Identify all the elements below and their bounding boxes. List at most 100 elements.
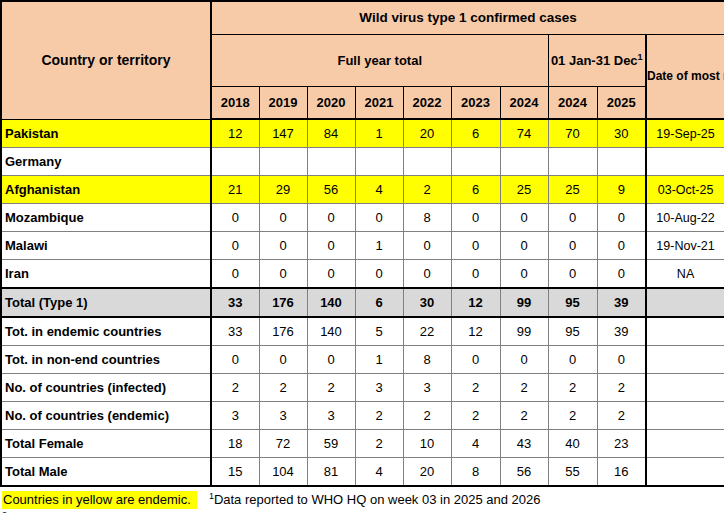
date-cell: 19-Nov-21 xyxy=(646,232,724,260)
date-cell xyxy=(646,148,724,176)
value-cell: 29 xyxy=(259,176,307,204)
value-cell: 0 xyxy=(355,260,403,289)
value-cell: 20 xyxy=(403,458,451,487)
endemic-legend: Countries in yellow are endemic. xyxy=(2,491,197,509)
value-cell: 0 xyxy=(451,232,500,260)
value-cell: 30 xyxy=(597,119,646,148)
table-row: Malawi00010000019-Nov-21 xyxy=(1,232,724,260)
value-cell: 0 xyxy=(259,260,307,289)
value-cell: 0 xyxy=(500,346,548,374)
value-cell: 2 xyxy=(403,176,451,204)
value-cell: 2 xyxy=(548,374,597,402)
row-label: Total (Type 1) xyxy=(1,288,211,317)
value-cell: 6 xyxy=(355,288,403,317)
footnote-line-2: 2Wild viruses from environmental samples… xyxy=(2,509,724,513)
value-cell: 176 xyxy=(259,317,307,346)
value-cell: 2 xyxy=(500,374,548,402)
value-cell: 20 xyxy=(403,119,451,148)
header-row-title: Country or territory Wild virus type 1 c… xyxy=(1,1,724,34)
year-column-header: 2022 xyxy=(403,86,451,119)
date-cell: 19-Sep-25 xyxy=(646,119,724,148)
value-cell: 99 xyxy=(500,317,548,346)
value-cell: 0 xyxy=(451,204,500,232)
value-cell: 23 xyxy=(597,430,646,458)
value-cell xyxy=(451,148,500,176)
value-cell: 0 xyxy=(451,260,500,289)
jan-dec-footnote-marker: 1 xyxy=(638,52,643,62)
value-cell: 21 xyxy=(211,176,259,204)
value-cell: 95 xyxy=(548,317,597,346)
value-cell: 0 xyxy=(211,204,259,232)
value-cell: 33 xyxy=(211,317,259,346)
value-cell: 0 xyxy=(548,204,597,232)
value-cell: 0 xyxy=(500,232,548,260)
year-column-header: 2024 xyxy=(548,86,597,119)
date-cell xyxy=(646,288,724,317)
value-cell: 0 xyxy=(307,232,355,260)
full-year-group-header: Full year total xyxy=(211,34,548,86)
date-cell: 03-Oct-25 xyxy=(646,176,724,204)
value-cell: 0 xyxy=(597,346,646,374)
value-cell: 0 xyxy=(211,232,259,260)
year-column-header: 2020 xyxy=(307,86,355,119)
row-label: Malawi xyxy=(1,232,211,260)
value-cell: 2 xyxy=(548,402,597,430)
value-cell: 2 xyxy=(259,374,307,402)
table-row: Tot. in endemic countries331761405221299… xyxy=(1,317,724,346)
value-cell: 56 xyxy=(307,176,355,204)
table-row: Mozambique00008000010-Aug-22 xyxy=(1,204,724,232)
row-label: Afghanistan xyxy=(1,176,211,204)
row-label: Total Male xyxy=(1,458,211,487)
row-label: No. of countries (endemic) xyxy=(1,402,211,430)
value-cell: 2 xyxy=(597,374,646,402)
value-cell: 0 xyxy=(451,346,500,374)
value-cell: 6 xyxy=(451,119,500,148)
jan-dec-label: 01 Jan-31 Dec xyxy=(551,53,638,68)
value-cell: 12 xyxy=(451,288,500,317)
value-cell xyxy=(500,148,548,176)
value-cell: 95 xyxy=(548,288,597,317)
year-column-header: 2023 xyxy=(451,86,500,119)
row-label: Pakistan xyxy=(1,119,211,148)
table-row: Total Male15104814208565516 xyxy=(1,458,724,487)
jan-dec-group-header: 01 Jan-31 Dec1 xyxy=(548,34,646,86)
footnotes: Countries in yellow are endemic.1Data re… xyxy=(0,490,724,513)
value-cell: 18 xyxy=(211,430,259,458)
value-cell: 0 xyxy=(597,232,646,260)
value-cell: 176 xyxy=(259,288,307,317)
value-cell: 140 xyxy=(307,288,355,317)
value-cell: 22 xyxy=(403,317,451,346)
value-cell: 2 xyxy=(355,430,403,458)
value-cell: 3 xyxy=(211,402,259,430)
value-cell: 2 xyxy=(355,402,403,430)
value-cell: 2 xyxy=(211,374,259,402)
value-cell: 4 xyxy=(451,430,500,458)
year-column-header: 2021 xyxy=(355,86,403,119)
table-row: Iran000000000NA xyxy=(1,260,724,289)
cases-table: Country or territory Wild virus type 1 c… xyxy=(0,0,724,487)
value-cell: 8 xyxy=(451,458,500,487)
value-cell: 3 xyxy=(307,402,355,430)
table-row: Pakistan1214784120674703019-Sep-25 xyxy=(1,119,724,148)
value-cell: 0 xyxy=(548,232,597,260)
value-cell: 147 xyxy=(259,119,307,148)
row-label: Total Female xyxy=(1,430,211,458)
value-cell: 0 xyxy=(548,260,597,289)
value-cell: 56 xyxy=(500,458,548,487)
value-cell: 2 xyxy=(403,402,451,430)
report-page: Country or territory Wild virus type 1 c… xyxy=(0,0,724,513)
year-column-header: 2018 xyxy=(211,86,259,119)
value-cell: 39 xyxy=(597,317,646,346)
value-cell: 0 xyxy=(307,260,355,289)
value-cell: 5 xyxy=(355,317,403,346)
table-row: Afghanistan2129564262525903-Oct-25 xyxy=(1,176,724,204)
value-cell: 2 xyxy=(500,402,548,430)
value-cell xyxy=(211,148,259,176)
value-cell: 2 xyxy=(597,402,646,430)
table-row: No. of countries (infected)222332222 xyxy=(1,374,724,402)
table-row: Total Female1872592104434023 xyxy=(1,430,724,458)
row-label: Mozambique xyxy=(1,204,211,232)
value-cell xyxy=(259,148,307,176)
row-label: Iran xyxy=(1,260,211,289)
value-cell: 0 xyxy=(259,232,307,260)
